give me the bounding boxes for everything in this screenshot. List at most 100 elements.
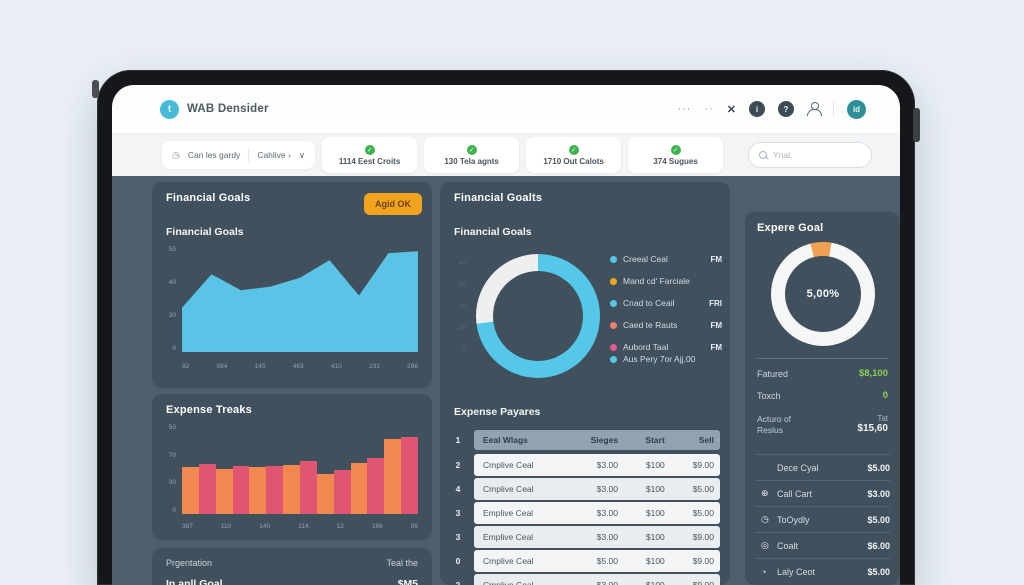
chevron-down-icon[interactable]: ∨ bbox=[298, 149, 306, 160]
bar bbox=[316, 473, 334, 514]
donut-hole bbox=[493, 271, 583, 361]
agid-ok-button[interactable]: Agid OK bbox=[364, 193, 422, 215]
bar bbox=[215, 469, 233, 514]
table-row[interactable]: Cmplive Ceal $3.00 $100 $5.00 bbox=[474, 478, 720, 500]
list-item-label: Dece Cyal bbox=[777, 462, 819, 473]
legend-label: Aubord Taal bbox=[623, 342, 669, 352]
table-row[interactable]: Emplive Ceal $3.00 $100 $5.00 bbox=[474, 502, 720, 524]
list-item[interactable]: ◎ Coalt $6.00 bbox=[755, 532, 890, 558]
table-cell: $100 bbox=[645, 460, 665, 470]
check-icon: ✓ bbox=[670, 144, 681, 155]
table-row[interactable]: Emplive Ceal $3.00 $100 $9.00 bbox=[474, 526, 720, 548]
app-brand[interactable]: t WAB Densider bbox=[160, 99, 269, 119]
axis-tick: 0 bbox=[462, 345, 466, 352]
help-icon[interactable]: ? bbox=[778, 101, 794, 117]
axis-tick: 30 bbox=[168, 479, 176, 487]
divider bbox=[757, 358, 888, 359]
divider bbox=[833, 101, 834, 117]
legend-dot-icon bbox=[610, 355, 617, 363]
list-item[interactable]: ◔ Laly Ceot $5.00 bbox=[755, 558, 890, 584]
axis-tick: 99 bbox=[410, 523, 418, 530]
stat-card-label: 130 Tela agnts bbox=[444, 156, 499, 166]
axis-tick: 186 bbox=[371, 523, 383, 530]
list-item-value: $6.00 bbox=[867, 540, 890, 551]
bar bbox=[249, 467, 267, 514]
stat-card[interactable]: ✓ 1710 Out Calots bbox=[526, 137, 622, 173]
table-row-number: 2 bbox=[455, 460, 461, 470]
menu-dots-secondary-icon[interactable]: ·· bbox=[704, 103, 714, 115]
x-axis: 387 110 140 114 12 186 99 bbox=[182, 523, 418, 530]
table-cell: $3.00 bbox=[596, 532, 619, 542]
divider bbox=[248, 148, 250, 162]
axis-tick: 410 bbox=[330, 363, 342, 370]
table-cell: $100 bbox=[645, 508, 665, 518]
list-item-label: ToOydly bbox=[777, 514, 810, 525]
axis-tick: 114 bbox=[298, 523, 309, 530]
list-item-label: Laly Ceot bbox=[777, 566, 816, 577]
legend-value: FM bbox=[710, 254, 722, 264]
search-placeholder: Ynal. bbox=[773, 150, 793, 160]
legend-label: Cnad to Ceail bbox=[623, 298, 675, 308]
list-item-value: $5.00 bbox=[867, 514, 890, 525]
axis-tick: 20 bbox=[458, 302, 466, 310]
table-cell: $100 bbox=[645, 556, 665, 566]
axis-tick: 10 bbox=[458, 323, 466, 331]
table-header-row: Eeal Wlags Sieges Start Sell bbox=[474, 430, 720, 450]
list-item[interactable]: ⊕ Call Cart $3.00 bbox=[755, 480, 890, 506]
user-icon[interactable] bbox=[807, 102, 822, 116]
axis-tick: 30 bbox=[168, 312, 176, 319]
close-icon[interactable]: ✕ bbox=[726, 103, 736, 116]
axis-tick: 298 bbox=[407, 363, 418, 370]
stat-card[interactable]: ✓ 1114 Eest Croits bbox=[322, 137, 418, 173]
axis-tick: 70 bbox=[168, 451, 176, 459]
table-row-numbers: 1 2 4 3 3 0 2 bbox=[448, 430, 468, 585]
axis-tick: 110 bbox=[220, 523, 232, 530]
expense-treaks-panel: Expense Treaks 50 70 30 0 387 110 140 114 12 186… bbox=[152, 394, 432, 540]
fatured-value: $8,100 bbox=[858, 368, 888, 379]
panel-title: Expere Goal bbox=[757, 222, 824, 234]
table-row-number: 3 bbox=[455, 508, 461, 518]
legend-label: Creeal Ceal bbox=[623, 254, 668, 264]
stat-card[interactable]: ✓ 130 Tela agnts bbox=[424, 137, 520, 173]
list-item[interactable]: ◷ ToOydly $5.00 bbox=[755, 506, 890, 532]
table-cell: $9.00 bbox=[692, 532, 714, 542]
filter-chip-label: Can les gardy bbox=[187, 150, 241, 160]
device-side-tab bbox=[92, 80, 99, 98]
panel-title: Prgentation bbox=[166, 558, 213, 568]
stat-card[interactable]: ✓ 374 Sugues bbox=[628, 137, 724, 173]
bar bbox=[283, 464, 301, 514]
info-icon[interactable]: i bbox=[749, 101, 765, 117]
legend-label: Mand cd' Farciale bbox=[623, 276, 690, 286]
axis-tick: 30 bbox=[458, 281, 466, 289]
filter-dropdown-label[interactable]: Cahlive › bbox=[257, 150, 291, 160]
x-axis: 92 584 145 463 410 231 298 bbox=[182, 363, 418, 370]
bar bbox=[266, 466, 284, 514]
app-name: WAB Densider bbox=[187, 103, 269, 115]
app-logo-icon: t bbox=[160, 99, 179, 119]
bar bbox=[182, 467, 199, 514]
menu-dots-icon[interactable]: ··· bbox=[677, 103, 692, 115]
legend-dot-icon bbox=[610, 255, 617, 263]
expense-table: Eeal Wlags Sieges Start Sell Cmplive Ceal $3.… bbox=[474, 430, 720, 585]
fatured-label: Fatured bbox=[757, 368, 789, 379]
legend-label: Caed te Rauts bbox=[623, 320, 678, 330]
axis-tick: 140 bbox=[259, 523, 271, 530]
legend-value: FM bbox=[710, 320, 722, 330]
list-item-label: Coalt bbox=[777, 540, 799, 551]
table-cell: $9.00 bbox=[692, 460, 714, 470]
table-row[interactable]: Cmplive Ceal $3.00 $100 $9.00 bbox=[474, 574, 720, 585]
stats-toolbar: ◷ Can les gardy Cahlive › ∨ ✓ 1114 Eest C… bbox=[112, 134, 900, 176]
legend-dot-icon bbox=[610, 299, 617, 307]
axis-tick: 231 bbox=[369, 363, 380, 370]
search-box[interactable]: Ynal. bbox=[748, 142, 872, 168]
bar bbox=[367, 458, 385, 514]
table-row[interactable]: Cmplive Ceal $5.00 $100 $9.00 bbox=[474, 550, 720, 572]
filter-chip[interactable]: ◷ Can les gardy Cahlive › ∨ bbox=[162, 141, 316, 169]
table-cell: $3.00 bbox=[596, 460, 619, 470]
table-cell: $3.00 bbox=[596, 508, 619, 518]
legend-item: Cnad to Ceail FRI bbox=[610, 292, 722, 314]
list-item[interactable]: Dece Cyal $5.00 bbox=[755, 454, 890, 480]
table-row[interactable]: Cmplive Ceal $3.00 $100 $9.00 bbox=[474, 454, 720, 476]
y-axis: 50 70 30 0 bbox=[158, 424, 176, 514]
avatar[interactable]: id bbox=[847, 99, 866, 119]
